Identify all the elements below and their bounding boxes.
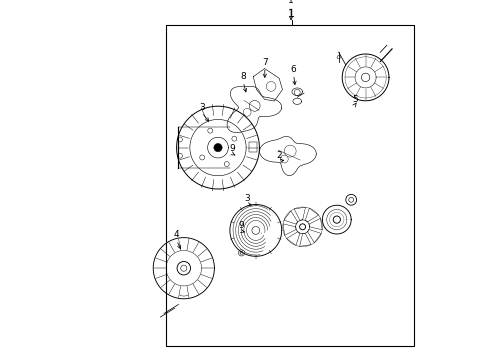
Circle shape: [346, 194, 357, 205]
Circle shape: [239, 250, 245, 256]
Bar: [249, 142, 256, 152]
Circle shape: [177, 261, 191, 275]
Bar: [166, 25, 414, 346]
Circle shape: [284, 145, 296, 157]
Circle shape: [214, 144, 222, 152]
Text: 1: 1: [288, 9, 295, 19]
Circle shape: [362, 73, 370, 82]
Circle shape: [266, 81, 276, 91]
Circle shape: [181, 265, 187, 271]
Circle shape: [333, 216, 341, 223]
Text: 9: 9: [239, 221, 245, 230]
Text: 5: 5: [352, 95, 358, 104]
Text: 3: 3: [244, 194, 250, 203]
Circle shape: [177, 153, 182, 158]
Text: 7: 7: [262, 58, 268, 67]
Circle shape: [200, 155, 205, 160]
Circle shape: [252, 226, 260, 234]
Circle shape: [240, 251, 243, 255]
Text: 9: 9: [229, 144, 235, 153]
Text: 2: 2: [276, 151, 282, 160]
Text: 6: 6: [291, 65, 296, 74]
Circle shape: [337, 55, 341, 59]
Circle shape: [224, 162, 229, 167]
Circle shape: [208, 128, 213, 133]
Circle shape: [294, 89, 300, 95]
Circle shape: [232, 136, 237, 141]
Text: 4: 4: [174, 230, 179, 239]
Circle shape: [299, 224, 306, 230]
Text: 3: 3: [199, 103, 205, 112]
Circle shape: [349, 197, 354, 202]
Circle shape: [177, 137, 182, 142]
Text: 8: 8: [240, 72, 246, 81]
Circle shape: [243, 108, 251, 116]
Circle shape: [280, 155, 288, 163]
Circle shape: [249, 100, 260, 111]
Text: 1: 1: [288, 0, 294, 5]
